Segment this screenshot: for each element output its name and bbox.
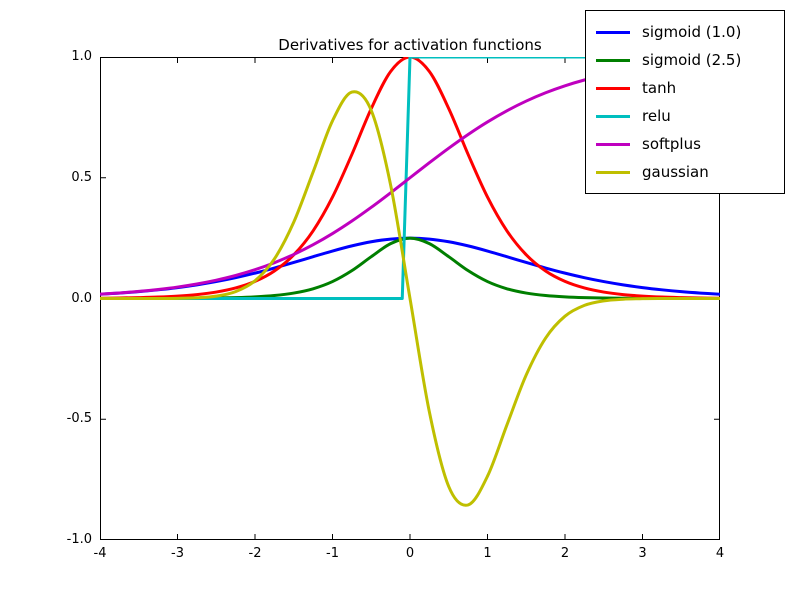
legend-line-sample	[596, 114, 630, 118]
legend-label: sigmoid (1.0)	[642, 22, 742, 41]
x-tick-label: 0	[405, 546, 415, 561]
legend-label: gaussian	[642, 162, 709, 181]
chart-title: Derivatives for activation functions	[278, 36, 542, 54]
legend-item-tanh: tanh	[596, 74, 774, 102]
legend-item-sigmoid-2-5: sigmoid (2.5)	[596, 46, 774, 74]
x-tick-label: -1	[326, 546, 339, 561]
legend-line-sample	[596, 86, 630, 90]
x-tick-label: 3	[638, 546, 647, 561]
legend-line-sample	[596, 170, 630, 174]
series-line-gaussian	[100, 90, 720, 507]
x-tick-label: -2	[248, 546, 262, 561]
x-tick-label: 1	[483, 546, 492, 561]
legend-item-relu: relu	[596, 102, 774, 130]
legend-line-sample	[596, 30, 630, 34]
x-tick-label: -3	[171, 546, 184, 561]
legend-line-sample	[596, 58, 630, 62]
legend: sigmoid (1.0) sigmoid (2.5) tanh relu so…	[585, 10, 785, 194]
y-tick-label: 0.5	[71, 169, 92, 185]
legend-item-gaussian: gaussian	[596, 158, 774, 186]
series-line-sigmoid-2-5-	[100, 236, 720, 300]
series-line-tanh	[100, 57, 720, 300]
y-tick-label: -1.0	[66, 532, 92, 547]
legend-line-sample	[596, 142, 630, 146]
y-tick-label: -0.5	[66, 411, 92, 427]
x-tick-label: 2	[560, 546, 570, 561]
legend-item-softplus: softplus	[596, 130, 774, 158]
legend-item-sigmoid-1-0: sigmoid (1.0)	[596, 18, 774, 46]
y-tick-label: 1.0	[71, 49, 92, 64]
legend-label: softplus	[642, 134, 701, 153]
y-tick-label: 0.0	[71, 290, 92, 306]
x-tick-label: 4	[715, 546, 725, 561]
x-tick-label: -4	[93, 546, 107, 561]
legend-label: sigmoid (2.5)	[642, 50, 742, 69]
series-line-relu	[100, 57, 720, 300]
legend-label: relu	[642, 106, 671, 125]
legend-label: tanh	[642, 78, 677, 97]
